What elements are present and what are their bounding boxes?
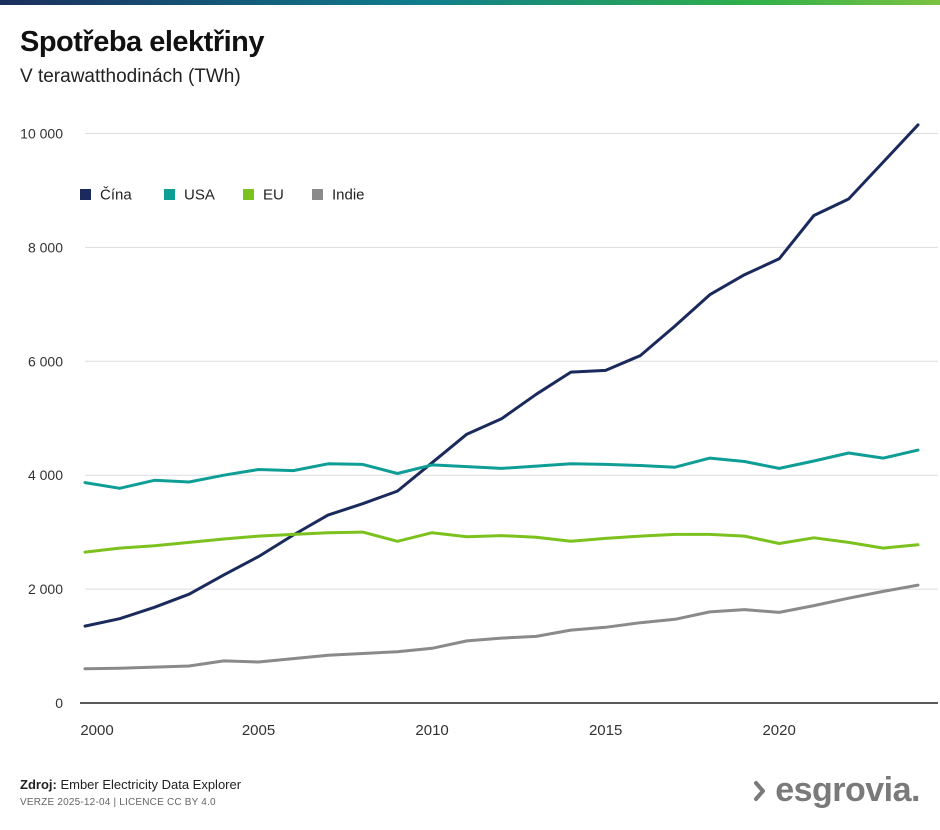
series-line-china [83,123,920,628]
series-line-eu [83,530,920,554]
legend-swatch-eu [243,189,254,200]
y-axis-ticks: 0 2 000 4 000 6 000 8 000 10 000 [20,125,63,711]
source-label: Zdroj: [20,777,57,792]
legend-label-india: Indie [332,187,365,204]
brand-name: esgrovia. [775,771,920,809]
legend: Čína USA EU Indie [80,187,365,204]
x-tick-label: 2015 [589,722,622,739]
line-chart: 0 2 000 4 000 6 000 8 000 10 000 2000 2005 2010… [20,123,938,739]
legend-label-eu: EU [263,187,284,204]
y-tick-label: 8 000 [28,239,63,255]
x-axis-ticks: 2000 2005 2010 2015 2020 [80,722,796,739]
legend-swatch-china [80,189,91,200]
y-tick-label: 2 000 [28,581,63,597]
series-line-usa [83,448,920,490]
chart-subtitle: V terawatthodinách (TWh) [20,66,241,87]
x-tick-label: 2010 [415,722,448,739]
x-tick-label: 2020 [762,722,795,739]
series-line-india [83,583,920,671]
y-tick-label: 10 000 [20,125,63,141]
legend-label-china: Čína [100,187,132,204]
y-tick-label: 4 000 [28,467,63,483]
version-note: VERZE 2025-12-04 | LICENCE CC BY 4.0 [20,797,216,808]
x-tick-label: 2005 [242,722,275,739]
series-lines [83,123,920,671]
y-tick-label: 6 000 [28,353,63,369]
source-note: Zdroj: Ember Electricity Data Explorer [20,777,241,792]
source-text: Ember Electricity Data Explorer [60,777,242,792]
x-tick-label: 2000 [80,722,113,739]
legend-swatch-usa [164,189,175,200]
brand-check-icon [754,780,766,801]
legend-label-usa: USA [184,187,215,204]
y-tick-label: 0 [55,695,63,711]
legend-swatch-india [312,189,323,200]
brand-logo: esgrovia. [753,771,920,810]
chart-title: Spotřeba elektřiny [20,26,265,58]
top-accent-bar [0,0,940,5]
